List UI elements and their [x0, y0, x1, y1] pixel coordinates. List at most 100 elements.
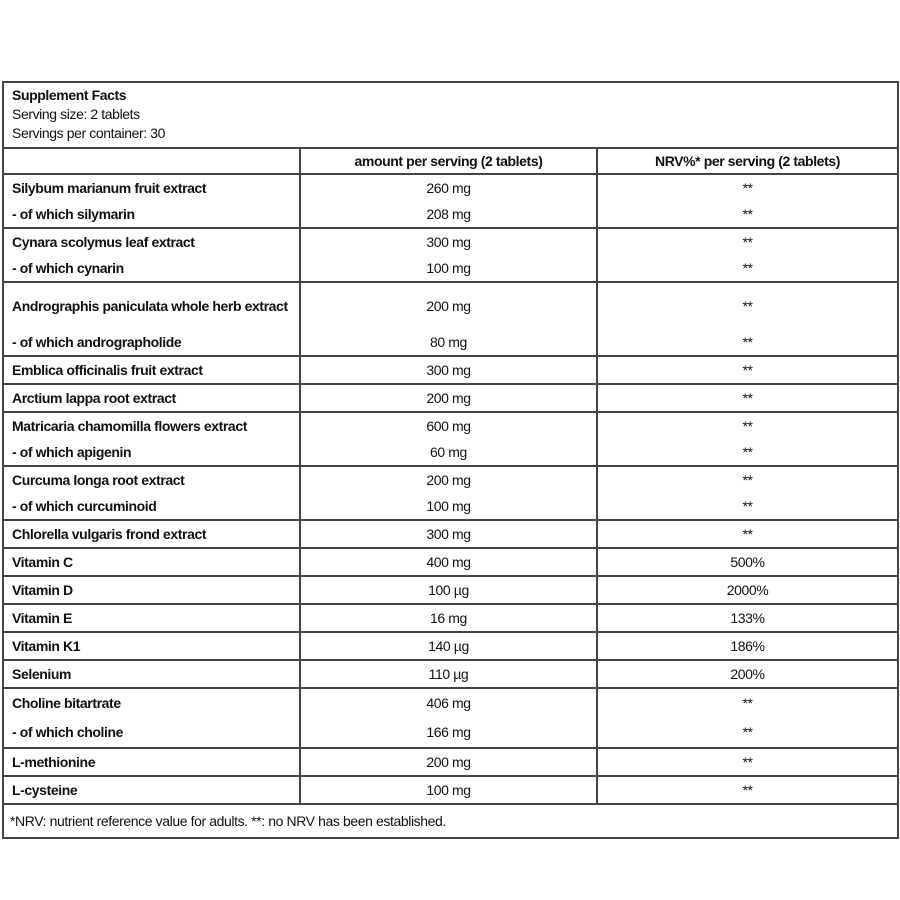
- amount-value: 400 mg: [426, 553, 471, 570]
- ingredient-group: Vitamin K1 140 µg 186%: [4, 633, 897, 661]
- ingredient-name-column: Andrographis paniculata whole herb extra…: [4, 283, 301, 355]
- ingredient-name: Arctium lappa root extract: [12, 389, 176, 406]
- amount-value-column: 406 mg 166 mg: [301, 689, 598, 747]
- nrv-value-column: ** **: [598, 229, 897, 281]
- nrv-value-column: **: [598, 357, 897, 383]
- ingredient-group: L-cysteine 100 mg **: [4, 777, 897, 805]
- amount-value-column: 200 mg 100 mg: [301, 467, 598, 519]
- nrv-value: **: [742, 471, 753, 488]
- ingredient-name: Curcuma longa root extract: [12, 471, 185, 488]
- ingredient-name-column: Silybum marianum fruit extract - of which…: [4, 175, 301, 227]
- amount-value: 208 mg: [426, 205, 471, 222]
- nrv-value: **: [742, 695, 753, 711]
- amount-value-column: 100 mg: [301, 777, 598, 803]
- ingredient-name: Vitamin C: [12, 553, 73, 570]
- nrv-value: **: [742, 259, 753, 276]
- footnote: *NRV: nutrient reference value for adult…: [10, 813, 446, 829]
- amount-value-column: 110 µg: [301, 661, 598, 687]
- amount-value: 80 mg: [430, 333, 467, 350]
- servings-per-container: Servings per container: 30: [12, 125, 166, 141]
- ingredient-name-column: L-cysteine: [4, 777, 301, 803]
- nrv-value-column: ** **: [598, 413, 897, 465]
- ingredient-name: - of which choline: [12, 724, 124, 740]
- amount-value: 140 µg: [428, 637, 469, 654]
- amount-value: 200 mg: [426, 389, 471, 406]
- ingredient-group: Curcuma longa root extract - of which cur…: [4, 467, 897, 521]
- ingredient-group: Vitamin C 400 mg 500%: [4, 549, 897, 577]
- amount-value-column: 600 mg 60 mg: [301, 413, 598, 465]
- amount-value-column: 140 µg: [301, 633, 598, 659]
- amount-value: 60 mg: [430, 443, 467, 460]
- amount-value: 600 mg: [426, 417, 471, 434]
- table-header: Supplement Facts Serving size: 2 tablets…: [4, 83, 897, 149]
- ingredient-name-column: Vitamin C: [4, 549, 301, 575]
- ingredient-name: - of which curcuminoid: [12, 497, 157, 514]
- ingredient-name-column: Curcuma longa root extract - of which cur…: [4, 467, 301, 519]
- amount-value: 100 mg: [426, 497, 471, 514]
- nrv-value-column: 200%: [598, 661, 897, 687]
- ingredient-name: Silybum marianum fruit extract: [12, 179, 207, 196]
- ingredient-group: Choline bitartrate - of which choline 406 …: [4, 689, 897, 749]
- ingredient-group: Chlorella vulgaris frond extract 300 mg **: [4, 521, 897, 549]
- ingredient-name-column: Chlorella vulgaris frond extract: [4, 521, 301, 547]
- amount-value: 200 mg: [426, 753, 471, 770]
- nrv-value: 133%: [730, 609, 765, 626]
- amount-value: 200 mg: [426, 297, 471, 314]
- nrv-value-column: **: [598, 749, 897, 775]
- nrv-value-column: 2000%: [598, 577, 897, 603]
- nrv-value: **: [742, 497, 753, 514]
- nrv-value-column: **: [598, 777, 897, 803]
- table-body: Silybum marianum fruit extract - of which…: [4, 175, 897, 805]
- ingredient-name-column: Choline bitartrate - of which choline: [4, 689, 301, 747]
- amount-value: 16 mg: [430, 609, 467, 626]
- serving-size: Serving size: 2 tablets: [12, 106, 140, 122]
- nrv-value: **: [742, 233, 753, 250]
- ingredient-name: L-methionine: [12, 753, 96, 770]
- amount-value: 300 mg: [426, 361, 471, 378]
- ingredient-name: - of which silymarin: [12, 205, 135, 222]
- nrv-value: **: [742, 179, 753, 196]
- ingredient-name: Selenium: [12, 665, 72, 682]
- ingredient-name: Chlorella vulgaris frond extract: [12, 525, 207, 542]
- amount-value: 110 µg: [428, 665, 469, 682]
- amount-value-column: 300 mg: [301, 521, 598, 547]
- ingredient-name: - of which apigenin: [12, 443, 132, 460]
- column-header-nrv: NRV%* per serving (2 tablets): [655, 153, 840, 169]
- amount-value: 200 mg: [426, 471, 471, 488]
- table-title: Supplement Facts: [12, 87, 127, 103]
- ingredient-name: Vitamin K1: [12, 637, 81, 654]
- nrv-value-column: ** **: [598, 689, 897, 747]
- ingredient-name: Vitamin D: [12, 581, 73, 598]
- nrv-value: 500%: [730, 553, 765, 570]
- ingredient-name-column: Arctium lappa root extract: [4, 385, 301, 411]
- ingredient-name-column: Emblica officinalis fruit extract: [4, 357, 301, 383]
- column-header-name: [4, 149, 301, 173]
- ingredient-name: Vitamin E: [12, 609, 72, 626]
- ingredient-name-column: Cynara scolymus leaf extract - of which c…: [4, 229, 301, 281]
- ingredient-group: Arctium lappa root extract 200 mg **: [4, 385, 897, 413]
- amount-value: 406 mg: [426, 695, 471, 711]
- ingredient-group: Vitamin E 16 mg 133%: [4, 605, 897, 633]
- amount-value-column: 300 mg: [301, 357, 598, 383]
- ingredient-name: Cynara scolymus leaf extract: [12, 233, 195, 250]
- nrv-value: 200%: [730, 665, 765, 682]
- amount-value: 300 mg: [426, 525, 471, 542]
- supplement-facts-table: Supplement Facts Serving size: 2 tablets…: [2, 81, 899, 839]
- nrv-value: **: [742, 753, 753, 770]
- nrv-value: **: [742, 333, 753, 350]
- ingredient-name: - of which cynarin: [12, 259, 124, 276]
- amount-value-column: 16 mg: [301, 605, 598, 631]
- nrv-value: **: [742, 724, 753, 740]
- ingredient-group: Matricaria chamomilla flowers extract - o…: [4, 413, 897, 467]
- nrv-value: **: [742, 389, 753, 406]
- amount-value: 100 µg: [428, 581, 469, 598]
- ingredient-name-column: Vitamin E: [4, 605, 301, 631]
- amount-value-column: 260 mg 208 mg: [301, 175, 598, 227]
- ingredient-name: L-cysteine: [12, 781, 78, 798]
- ingredient-name: Emblica officinalis fruit extract: [12, 361, 203, 378]
- ingredient-group: Vitamin D 100 µg 2000%: [4, 577, 897, 605]
- ingredient-group: Cynara scolymus leaf extract - of which c…: [4, 229, 897, 283]
- amount-value-column: 300 mg 100 mg: [301, 229, 598, 281]
- nrv-value: **: [742, 525, 753, 542]
- ingredient-name-column: Selenium: [4, 661, 301, 687]
